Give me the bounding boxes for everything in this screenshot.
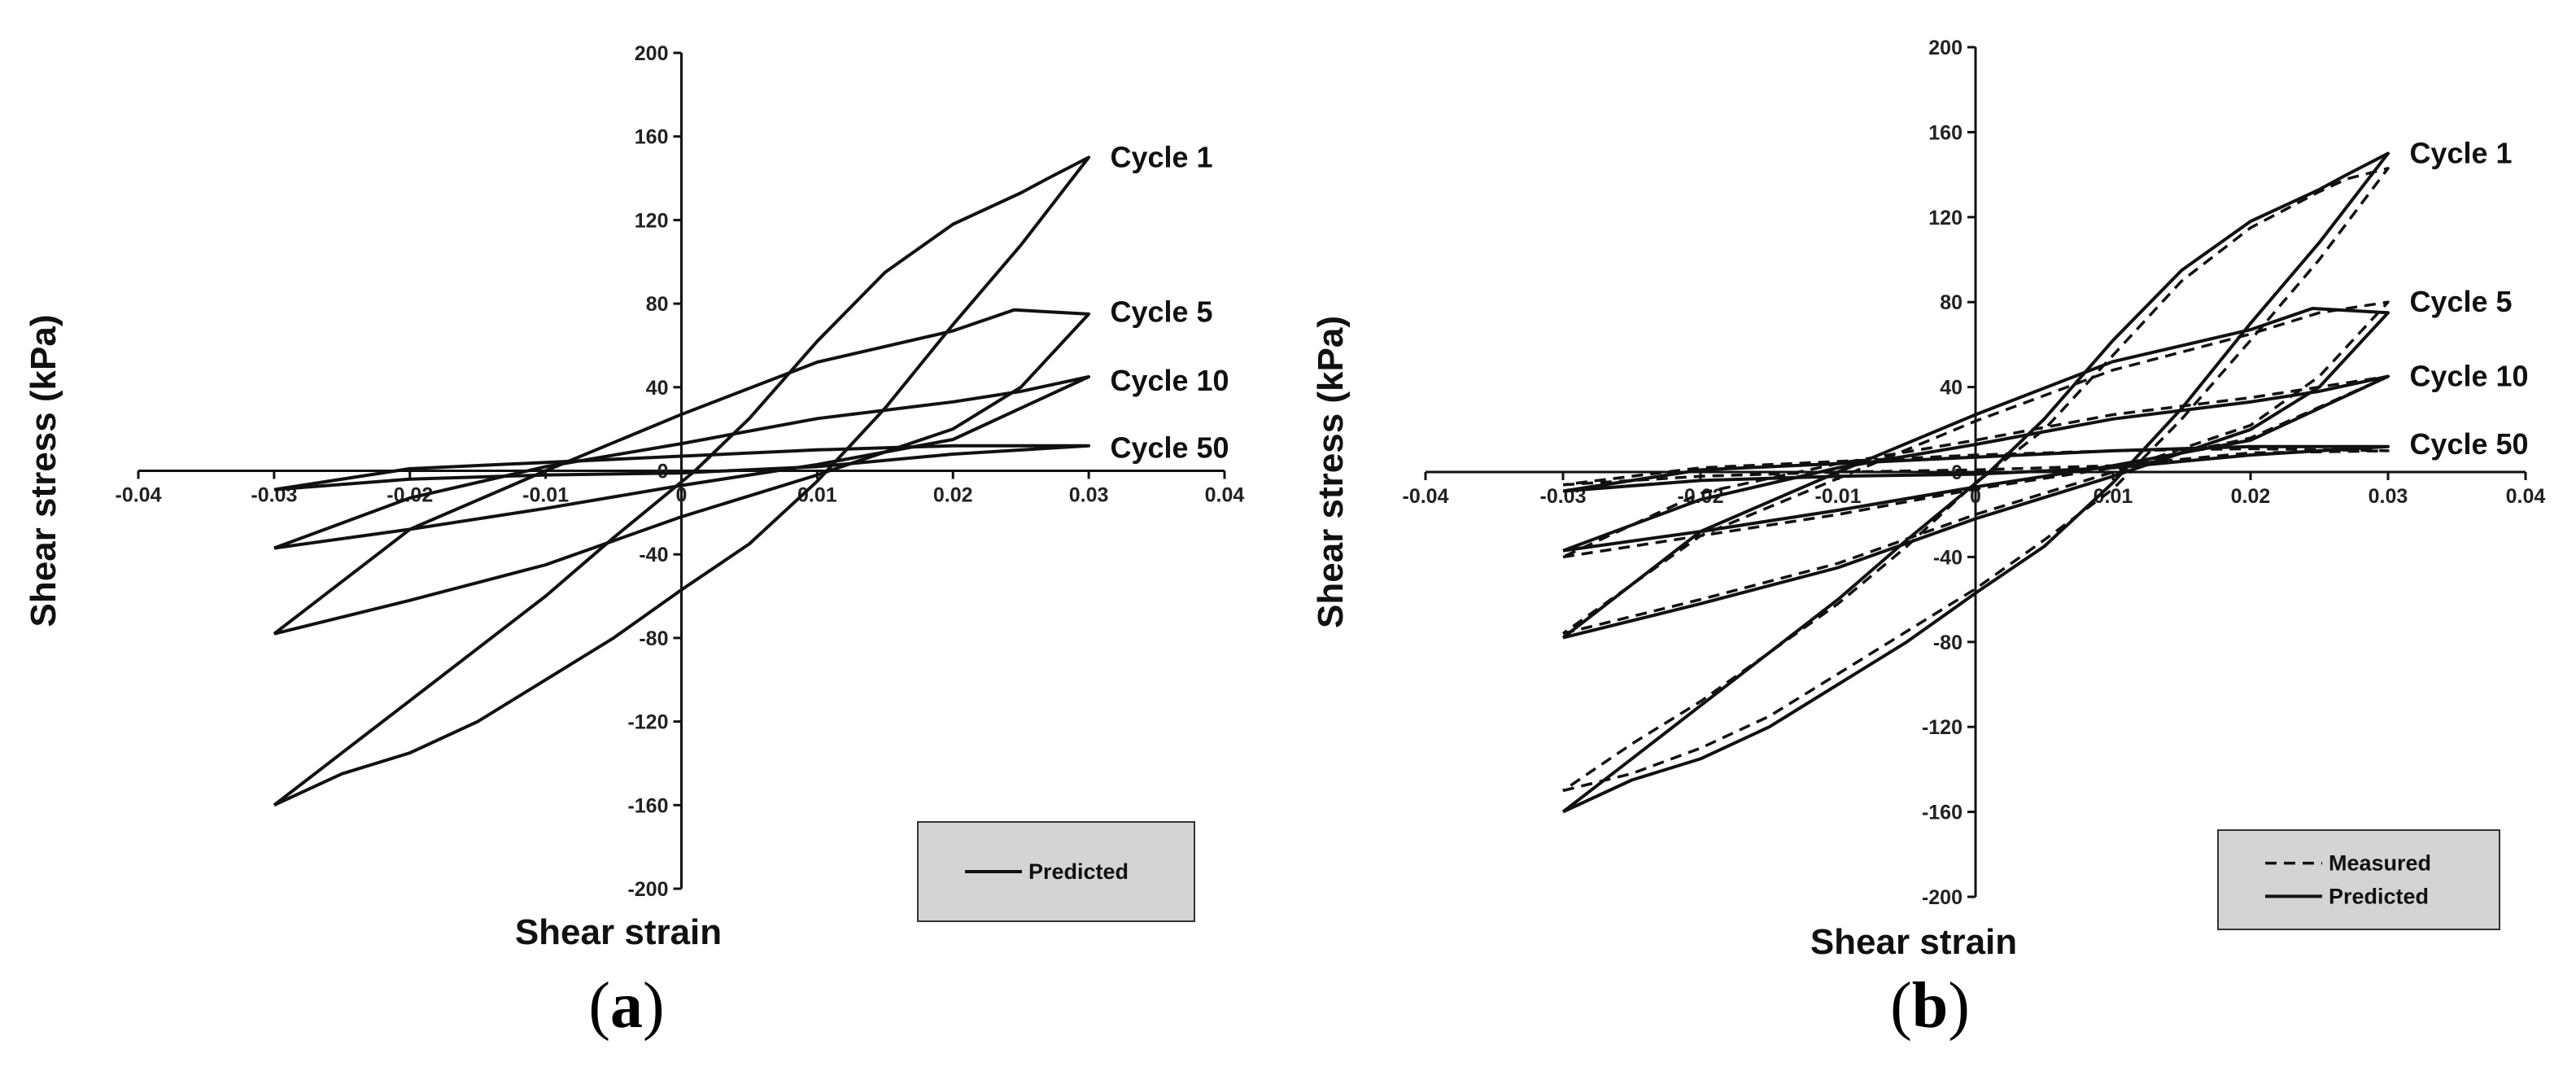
panel-b-label: (b): [1890, 970, 1970, 1042]
panel-b-series-cycle-1-measured: [1562, 167, 2390, 793]
panel-b-y-tick-label: -80: [1933, 632, 1963, 654]
panel-b-legend-label-measured: Measured: [2329, 851, 2431, 876]
panel-a-label: (a): [588, 970, 664, 1042]
panel-a-series-cycle-5: [273, 308, 1091, 636]
panel-b-series-cycle-5-measured: [1561, 300, 2390, 636]
panel-b-x-axis-title: Shear strain: [1810, 922, 2017, 962]
panel-b-series-cycle-10-measured: [1562, 374, 2390, 559]
panel-a-y-axis-title: Shear stress (kPa): [24, 315, 63, 627]
panel-a-legend: Predicted: [917, 821, 1195, 922]
panel-b-y-tick-label: 200: [1928, 37, 1963, 59]
panel-a-cycle-label: Cycle 10: [1110, 364, 1229, 397]
panel-a-cycle-label: Cycle 50: [1110, 431, 1229, 464]
panel-b-x-tick-label: 0.03: [2369, 485, 2408, 508]
panel-b-legend: Measured Predicted: [2217, 829, 2500, 930]
panel-b-cycle-label: Cycle 5: [2409, 285, 2512, 318]
panel-a-cycle-label: Cycle 1: [1110, 140, 1212, 173]
panel-a-x-tick-label: 0.02: [933, 484, 973, 507]
panel-b-y-tick-label: 120: [1928, 207, 1963, 230]
panel-b-cycle-label: Cycle 10: [2409, 360, 2528, 393]
panel-b-x-tick-label: -0.01: [1815, 485, 1862, 508]
panel-b-x-tick-label: -0.04: [1403, 485, 1449, 508]
panel-a-legend-label-predicted: Predicted: [1028, 859, 1129, 884]
panel-b-y-tick-label: 40: [1940, 377, 1963, 400]
panel-a-series-cycle-1: [273, 155, 1091, 807]
panel-a-y-tick-label: -200: [627, 878, 668, 901]
panel-b-legend-label-predicted: Predicted: [2329, 884, 2429, 908]
panel-a-x-tick-label: 0: [676, 484, 688, 507]
panel-b-x-tick-label: 0.02: [2231, 485, 2271, 508]
panel-a-x-tick-label: -0.01: [522, 484, 569, 507]
panel-b-legend-box: [2217, 829, 2500, 930]
panel-a-x-tick-label: 0.03: [1069, 484, 1109, 507]
panel-b-series-cycle-50-predicted: [1562, 444, 2390, 493]
panel-b-y-tick-label: -160: [1922, 802, 1963, 824]
panel-b-x-tick-label: 0.04: [2506, 485, 2546, 508]
panel-a-series-cycle-50: [273, 444, 1091, 492]
panel-a-y-tick-label: -40: [639, 544, 668, 566]
panel-b-y-axis-title: Shear stress (kPa): [1311, 316, 1351, 628]
panel-a-y-tick-label: -80: [639, 627, 668, 650]
panel-b-cycle-label: Cycle 50: [2409, 427, 2528, 461]
panel-a-x-tick-label: 0.04: [1205, 484, 1245, 507]
panel-a-y-tick-label: 40: [646, 377, 669, 400]
panel-a-x-axis-title: Shear strain: [515, 912, 722, 952]
panel-b-series-cycle-1-predicted: [1561, 151, 2390, 814]
panel-a-y-tick-label: -160: [627, 794, 668, 817]
panel-a-cycle-label: Cycle 5: [1110, 295, 1212, 328]
panel-b-y-tick-label: -40: [1933, 546, 1963, 569]
panel-a-y-tick-label: 160: [635, 126, 669, 149]
panel-a-y-tick-label: 80: [646, 293, 669, 316]
panel-b-series-cycle-5-predicted: [1561, 307, 2390, 640]
panel-a-x-tick-label: -0.04: [116, 484, 162, 507]
panel-a-chart: -0.04 -0.03 -0.02 -0.01 0 0.01 0.02 0.03 0.04200…: [24, 42, 1244, 1042]
panel-b-y-tick-label: 160: [1928, 121, 1963, 144]
panel-a-legend-box: [917, 821, 1195, 922]
panel-b-cycle-label: Cycle 1: [2409, 137, 2512, 170]
panel-b-y-tick-label: 80: [1940, 291, 1963, 314]
panel-b-chart: -0.04 -0.03 -0.02 -0.01 0 0.01 0.02 0.03 0.04200…: [1311, 37, 2545, 1042]
panel-b-series-cycle-50-measured: [1562, 447, 2390, 487]
panel-a-y-tick-label: 120: [635, 209, 669, 232]
panel-b-y-tick-label: -120: [1922, 716, 1963, 739]
panel-a-y-tick-label: 200: [635, 42, 669, 65]
panel-b-y-tick-label: -200: [1922, 886, 1963, 909]
panel-a-y-tick-label: -120: [627, 711, 668, 734]
